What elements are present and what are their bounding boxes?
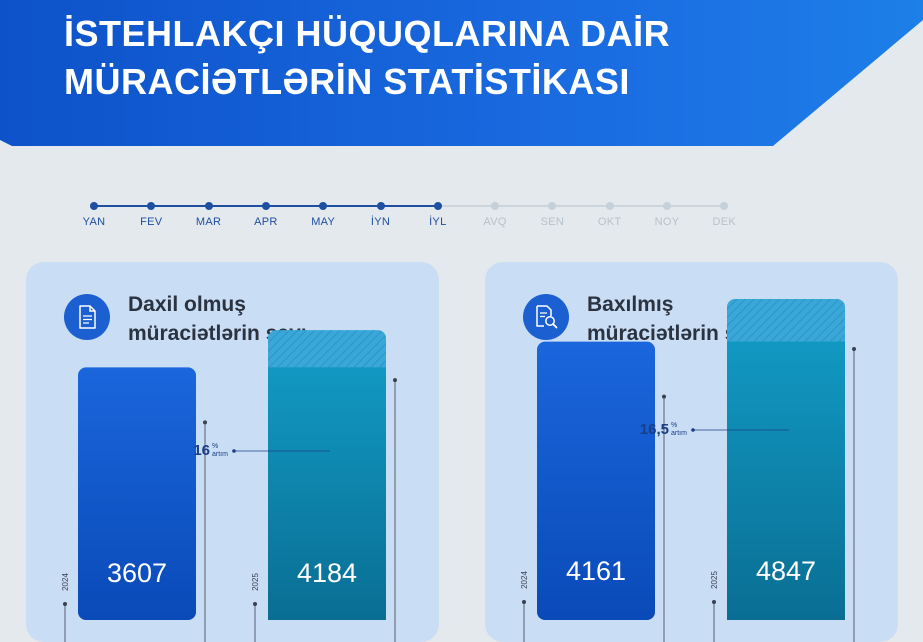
timeline-dot: [491, 202, 500, 210]
bar-2024: [78, 367, 196, 620]
page-title: İSTEHLAKÇI HÜQUQLARINA DAİR MÜRACİƏTLƏRİ…: [64, 10, 670, 106]
timeline-dot: [663, 202, 671, 210]
year-label-2025: 2025: [710, 571, 719, 589]
timeline-month-label: APR: [254, 216, 278, 228]
reviewed-panel-title-line-2: müraciətlərin sayı: [587, 322, 766, 345]
timeline-dot: [605, 202, 614, 210]
timeline-month-label: AVQ: [483, 216, 507, 228]
received-panel-title: Daxil olmuş müraciətlərin sayı: [128, 290, 307, 348]
received-panel-title-line-2: müraciətlərin sayı: [128, 322, 307, 345]
timeline-track-inactive: [438, 205, 724, 207]
timeline-month-label: MAR: [195, 216, 222, 228]
timeline-month-avq: AVQ: [470, 196, 520, 228]
increase-word: artım: [212, 451, 228, 458]
timeline-month-may: MAY: [298, 196, 348, 228]
timeline-month-label: NOY: [654, 216, 680, 228]
timeline-dot: [90, 202, 98, 210]
year-label-2024: 2024: [61, 573, 70, 591]
reviewed-panel-title-line-1: Baxılmış: [587, 293, 674, 316]
timeline-dot: [720, 202, 729, 210]
page-title-line-1: İSTEHLAKÇI HÜQUQLARINA DAİR: [64, 13, 671, 54]
timeline-month-label: FEV: [140, 216, 163, 228]
timeline-month-fev: FEV: [126, 196, 176, 228]
timeline-month-sen: SEN: [527, 196, 577, 228]
year-label-2024: 2024: [520, 571, 529, 589]
bar-2025: [727, 341, 845, 620]
timeline-month-label: OKT: [597, 216, 622, 228]
timeline-dot: [147, 202, 156, 210]
timeline-month-noy: NOY: [642, 196, 692, 228]
timeline-month-label: İYL: [429, 216, 447, 228]
bar-value-label-2025: 4847: [756, 556, 816, 586]
timeline-month-label: DEK: [712, 216, 737, 228]
increase-value: 16: [193, 442, 210, 459]
timeline-month-label: İYN: [370, 216, 391, 228]
timeline-dot: [204, 202, 213, 210]
increase-unit: %: [212, 443, 218, 450]
timeline-month-yan: YAN: [69, 196, 119, 228]
increase-word: artım: [671, 430, 687, 437]
bar-value-label-2025: 4184: [297, 558, 357, 588]
bar-2024: [537, 341, 655, 620]
timeline-dot: [261, 202, 270, 210]
timeline-month-i̇yl: İYL: [413, 196, 463, 228]
timeline-month-okt: OKT: [585, 196, 635, 228]
header-banner: [0, 0, 923, 146]
bar-2025: [268, 367, 386, 620]
timeline-month-label: MAY: [311, 216, 336, 228]
timeline-month-label: SEN: [540, 216, 565, 228]
reviewed-panel-title: Baxılmış müraciətlərin sayı: [587, 290, 766, 348]
month-timeline: YAN FEV MAR APR MAY İYN İYL AVQ SEN OKT NOY DEK: [0, 196, 923, 236]
increase-unit: %: [671, 422, 677, 429]
timeline-dot: [433, 202, 442, 210]
bar-value-label-2024: 3607: [107, 558, 167, 588]
reviewed-applications-chart: 4161 4847 2024 2025 16,5 %artım: [520, 299, 856, 642]
timeline-dot: [376, 202, 385, 210]
bar-value-label-2024: 4161: [566, 556, 626, 586]
timeline-month-apr: APR: [241, 196, 291, 228]
timeline-dot: [548, 202, 557, 210]
year-label-2025: 2025: [251, 573, 260, 591]
document-icon: [64, 294, 110, 340]
increase-value: 16,5: [640, 421, 669, 438]
timeline-month-label: YAN: [82, 216, 106, 228]
timeline-dot: [319, 202, 328, 210]
page-title-line-2: MÜRACİƏTLƏRİN STATİSTİKASI: [64, 61, 630, 102]
timeline-month-i̇yn: İYN: [356, 196, 406, 228]
received-applications-chart: 3607 4184 2024 2025 16 %artım: [61, 330, 397, 642]
timeline-month-mar: MAR: [184, 196, 234, 228]
timeline-month-dek: DEK: [699, 196, 749, 228]
received-panel-title-line-1: Daxil olmuş: [128, 293, 246, 316]
document-search-icon: [523, 294, 569, 340]
reviewed-applications-panel: Baxılmış müraciətlərin sayı 4161 4847 2024…: [485, 262, 898, 642]
received-applications-panel: Daxil olmuş müraciətlərin sayı 3607 4184 2…: [26, 262, 439, 642]
